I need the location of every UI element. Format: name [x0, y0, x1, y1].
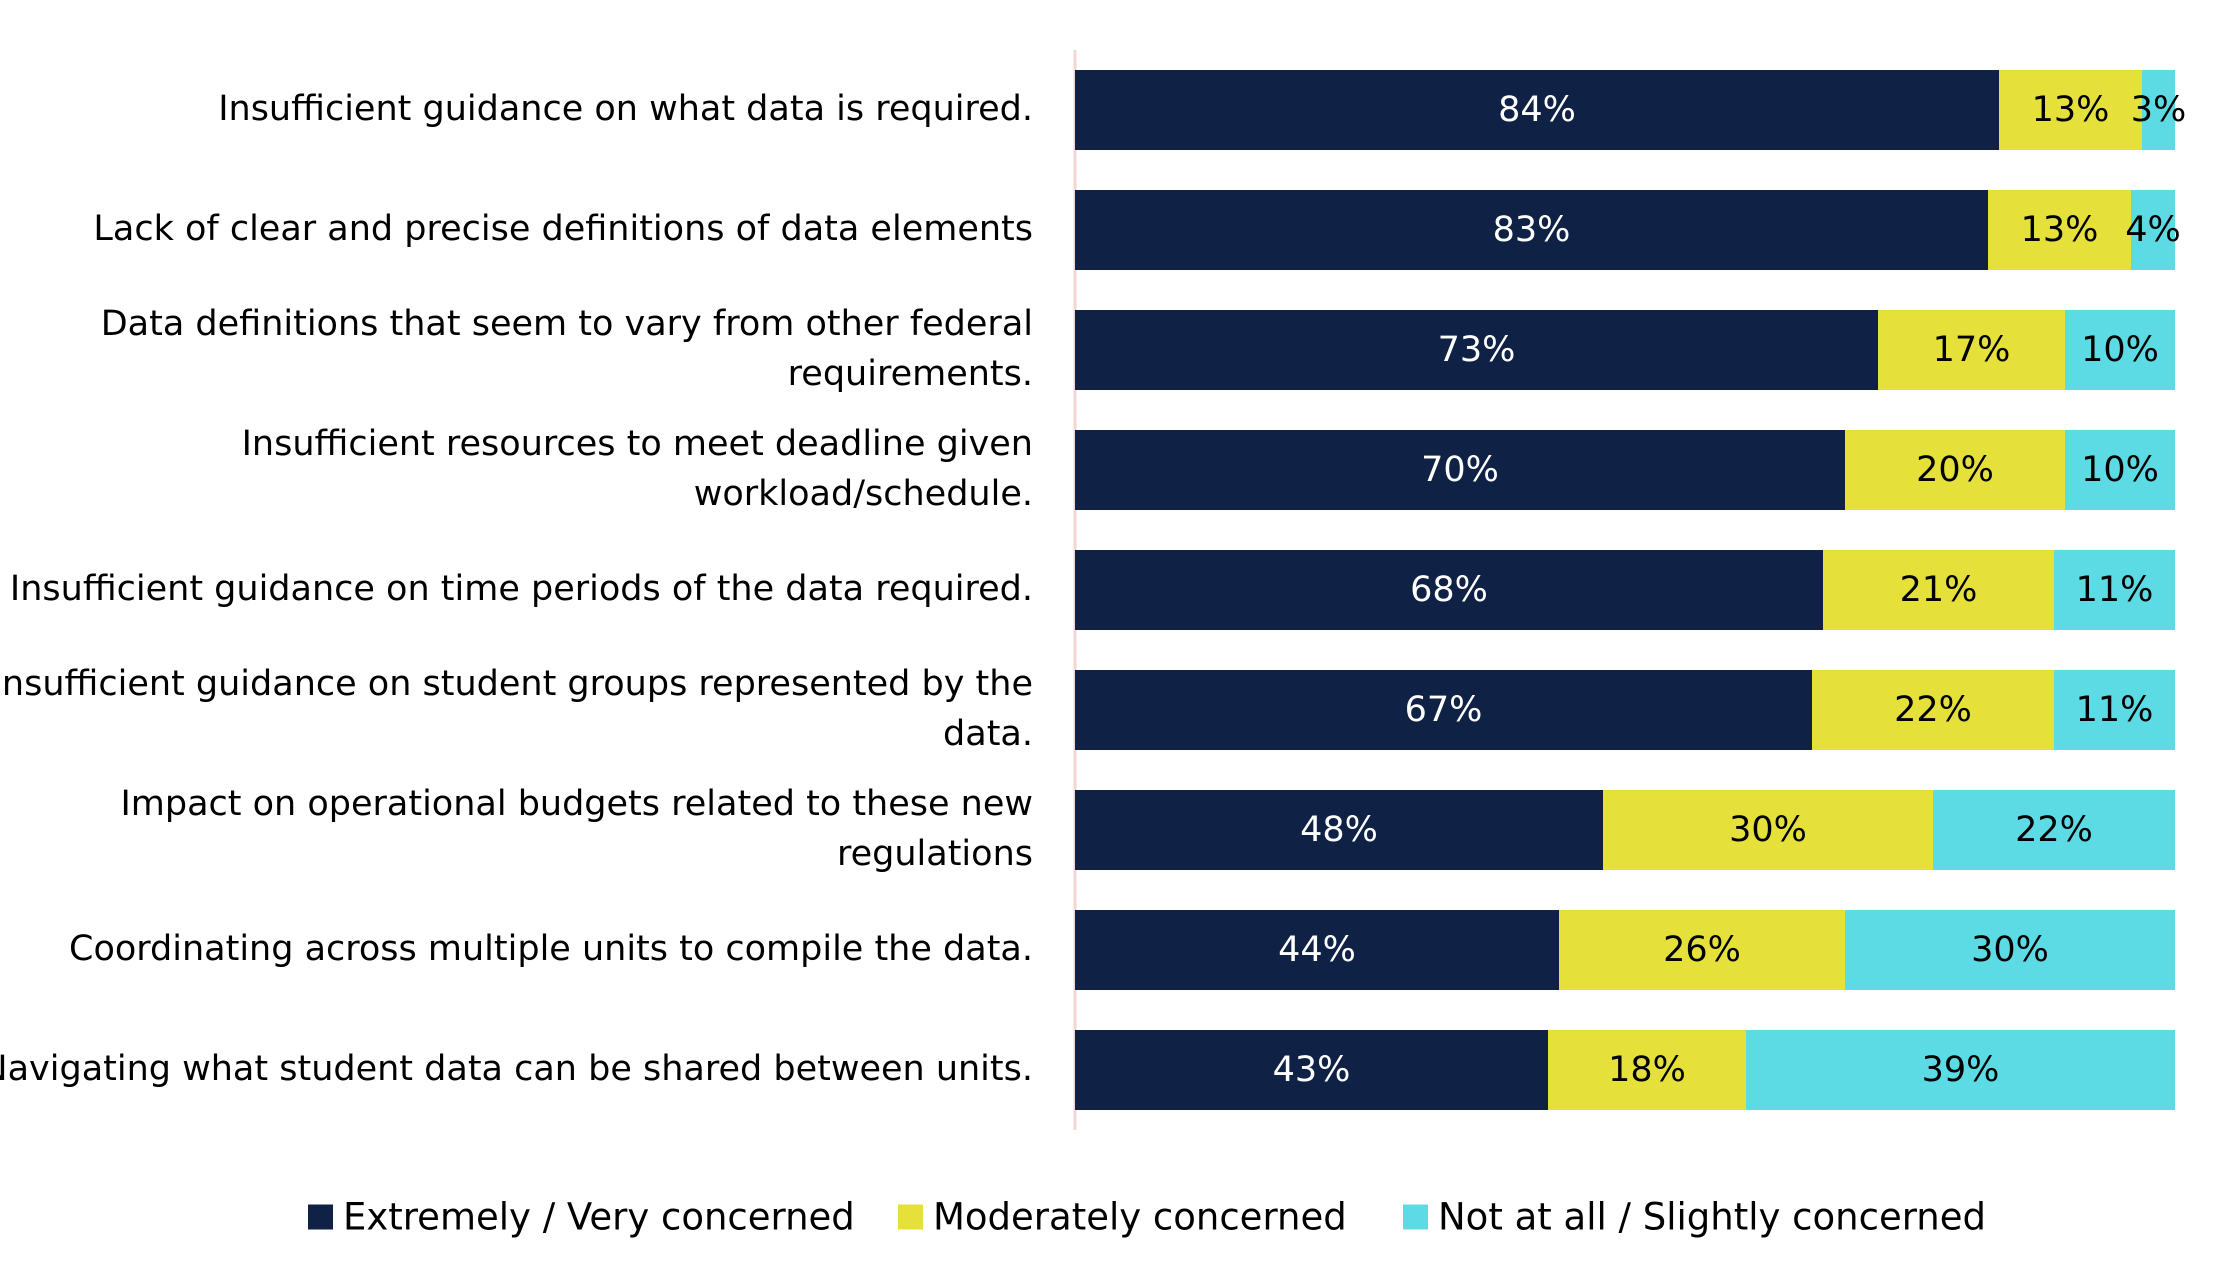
data-label: 10% — [2081, 450, 2159, 490]
category-label: Coordinating across multiple units to co… — [69, 929, 1033, 969]
bar-segment-series-1 — [1075, 310, 1878, 390]
category-label: Insufficient guidance on what data is re… — [218, 89, 1033, 129]
category-label-line: Data definitions that seem to vary from … — [101, 304, 1033, 344]
legend-item-3: Not at all / Slightly concerned — [1403, 1196, 1986, 1239]
category-label-line: Insufficient guidance on student groups … — [0, 664, 1033, 704]
category-label: Lack of clear and precise definitions of… — [93, 209, 1033, 249]
bar-segment-series-2 — [1845, 430, 2065, 510]
bar-segment-series-2 — [1988, 190, 2131, 270]
data-label: 20% — [1916, 450, 1994, 490]
data-label: 48% — [1300, 810, 1378, 850]
bar-segment-series-1 — [1075, 70, 1999, 150]
bar-segment-series-1 — [1075, 910, 1559, 990]
category-label: Navigating what student data can be shar… — [0, 1049, 1033, 1089]
bars: 84% 13% 3% 83% 13% 4% 73% 17% 10% 70% 20% 10% 68% 21%… — [1075, 70, 2186, 1110]
data-label: 30% — [1729, 810, 1807, 850]
data-label: 3% — [2131, 90, 2187, 130]
bar-segment-series-3 — [2142, 70, 2175, 150]
category-label-line: Insufficient resources to meet deadline … — [242, 424, 1033, 464]
data-label: 30% — [1971, 930, 2049, 970]
data-label: 18% — [1608, 1050, 1686, 1090]
category-label-line: data. — [943, 714, 1033, 754]
category-label: Insufficient guidance on time periods of… — [10, 569, 1033, 609]
category-labels: Insufficient guidance on what data is re… — [0, 89, 1033, 1089]
legend-label: Moderately concerned — [933, 1196, 1347, 1239]
data-label: 39% — [1922, 1050, 2000, 1090]
data-label: 43% — [1273, 1050, 1351, 1090]
category-label-line: regulations — [837, 834, 1033, 874]
legend-swatch — [898, 1204, 923, 1230]
category-label: Data definitions that seem to vary from … — [101, 304, 1033, 394]
category-label: Insufficient guidance on student groups … — [0, 664, 1033, 754]
legend-swatch — [308, 1204, 333, 1230]
bar-segment-series-2 — [1548, 1030, 1746, 1110]
bar-segment-series-3 — [2065, 310, 2175, 390]
category-label-line: Insufficient guidance on time periods of… — [10, 569, 1033, 609]
legend: Extremely / Very concerned Moderately con… — [308, 1196, 1986, 1239]
data-label: 84% — [1498, 90, 1576, 130]
bar-segment-series-1 — [1075, 790, 1603, 870]
bar-segment-series-2 — [1812, 670, 2054, 750]
bar-segment-series-3 — [2054, 550, 2175, 630]
data-label: 17% — [1933, 330, 2011, 370]
bar-segment-series-2 — [1823, 550, 2054, 630]
data-label: 67% — [1405, 690, 1483, 730]
category-label-line: Lack of clear and precise definitions of… — [93, 209, 1033, 249]
bar-segment-series-1 — [1075, 430, 1845, 510]
bar-segment-series-2 — [1559, 910, 1845, 990]
data-label: 26% — [1663, 930, 1741, 970]
category-label-line: requirements. — [788, 354, 1033, 394]
data-label: 4% — [2125, 210, 2181, 250]
bar-segment-series-1 — [1075, 550, 1823, 630]
data-label: 11% — [2076, 570, 2154, 610]
bar-segment-series-1 — [1075, 670, 1812, 750]
bar-segment-series-3 — [1845, 910, 2175, 990]
legend-item-1: Extremely / Very concerned — [308, 1196, 855, 1239]
bar-segment-series-3 — [2131, 190, 2175, 270]
bar-segment-series-2 — [1878, 310, 2065, 390]
data-label: 44% — [1278, 930, 1356, 970]
data-label: 10% — [2081, 330, 2159, 370]
category-label-line: Impact on operational budgets related to… — [120, 784, 1033, 824]
data-label: 73% — [1438, 330, 1516, 370]
data-label: 22% — [2015, 810, 2093, 850]
data-label: 68% — [1410, 570, 1488, 610]
legend-label: Extremely / Very concerned — [343, 1196, 855, 1239]
data-label: 13% — [2032, 90, 2110, 130]
data-label: 70% — [1421, 450, 1499, 490]
category-label: Impact on operational budgets related to… — [120, 784, 1033, 874]
legend-swatch — [1403, 1204, 1428, 1230]
category-label-line: Navigating what student data can be shar… — [0, 1049, 1033, 1089]
legend-label: Not at all / Slightly concerned — [1438, 1196, 1986, 1239]
legend-item-2: Moderately concerned — [898, 1196, 1347, 1239]
bar-segment-series-1 — [1075, 1030, 1548, 1110]
category-label-line: Insufficient guidance on what data is re… — [218, 89, 1033, 129]
data-label: 13% — [2021, 210, 2099, 250]
bar-segment-series-1 — [1075, 190, 1988, 270]
bar-segment-series-2 — [1603, 790, 1933, 870]
bar-segment-series-2 — [1999, 70, 2142, 150]
data-label: 21% — [1900, 570, 1978, 610]
category-label-line: Coordinating across multiple units to co… — [69, 929, 1033, 969]
bar-segment-series-3 — [1933, 790, 2175, 870]
bar-segment-series-3 — [2054, 670, 2175, 750]
category-label-line: workload/schedule. — [694, 474, 1033, 514]
bar-segment-series-3 — [1746, 1030, 2175, 1110]
data-label: 83% — [1493, 210, 1571, 250]
category-label: Insufficient resources to meet deadline … — [242, 424, 1033, 514]
data-label: 11% — [2076, 690, 2154, 730]
bar-segment-series-3 — [2065, 430, 2175, 510]
data-label: 22% — [1894, 690, 1972, 730]
